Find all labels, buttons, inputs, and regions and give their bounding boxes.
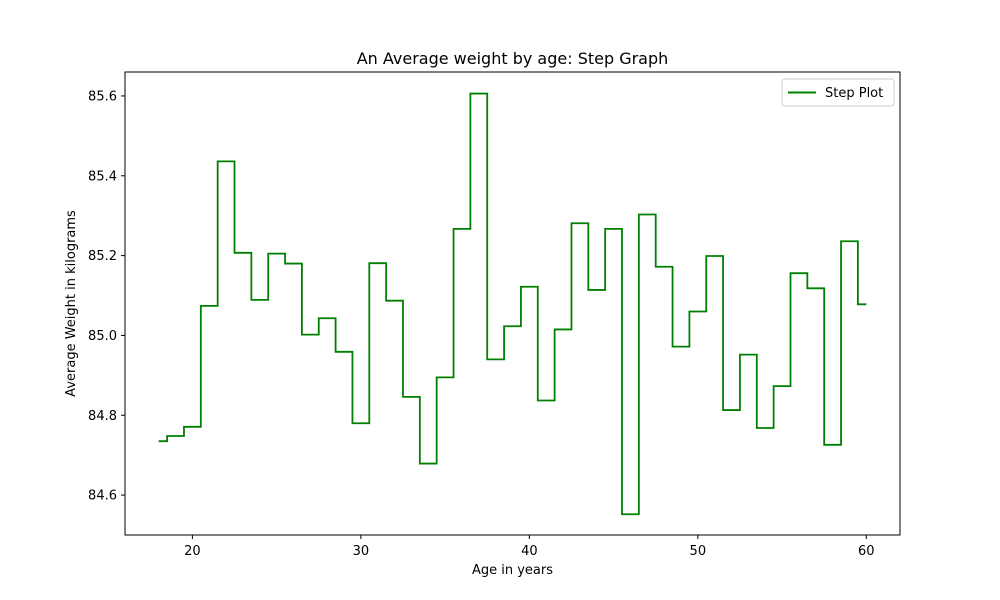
legend: Step Plot — [781, 78, 895, 107]
y-tick-label: 84.6 — [88, 489, 117, 504]
series-line-0 — [158, 92, 867, 516]
y-axis-label: Average Weight in kilograms — [64, 210, 79, 397]
y-tick-label: 84.8 — [88, 409, 117, 424]
plot-area — [124, 71, 901, 536]
x-axis-label: Age in years — [472, 563, 553, 578]
y-axis: 84.6 84.8 85.0 85.2 85.4 85.6 — [88, 89, 125, 504]
legend-label-step-plot: Step Plot — [825, 86, 883, 101]
x-axis: 20 30 40 50 60 — [184, 535, 875, 559]
x-tick-label: 40 — [521, 544, 538, 559]
y-tick-label: 85.0 — [88, 329, 117, 344]
x-tick-label: 50 — [690, 544, 707, 559]
x-tick-label: 30 — [353, 544, 370, 559]
y-tick-label: 85.6 — [88, 89, 117, 104]
x-tick-label: 60 — [858, 544, 875, 559]
y-tick-label: 85.4 — [88, 169, 117, 184]
y-tick-label: 85.2 — [88, 249, 117, 264]
series-layer — [158, 92, 867, 516]
chart-title: An Average weight by age: Step Graph — [357, 49, 669, 68]
x-tick-label: 20 — [184, 544, 201, 559]
legend-box — [781, 78, 895, 107]
axes-frame — [124, 71, 901, 536]
